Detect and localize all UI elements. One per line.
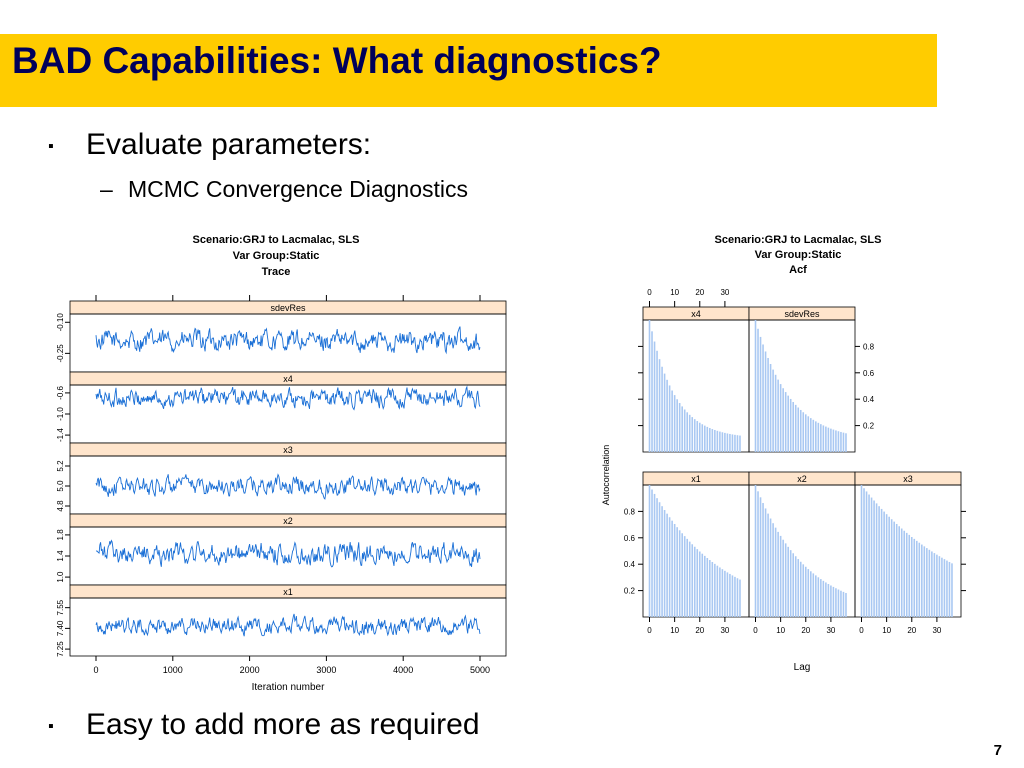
bullet-square-icon: ▪ (48, 718, 54, 735)
title-bar (0, 34, 937, 107)
strip-label-sdevRes: sdevRes (270, 303, 306, 313)
y-tick-label: 0.8 (624, 507, 636, 516)
chart-title-line: Scenario:GRJ to Lacmalac, SLS (715, 234, 882, 246)
trace-line-x2 (95, 539, 481, 568)
x-tick-label-top: 10 (670, 288, 679, 297)
strip-label-x1: x1 (283, 587, 293, 597)
x-axis-label: Iteration number (252, 682, 325, 693)
x-tick-label: 20 (907, 626, 916, 635)
y-tick-label-right: 0.4 (863, 395, 875, 404)
x-tick-label: 20 (695, 626, 704, 635)
strip-label-x1: x1 (691, 474, 701, 484)
slide-title: BAD Capabilities: What diagnostics? (12, 40, 662, 81)
chart-title-line: Var Group:Static (233, 250, 320, 262)
x-tick-label: 0 (93, 665, 98, 675)
x-tick-label: 0 (647, 626, 652, 635)
x-tick-label: 10 (776, 626, 785, 635)
x-tick-label-top: 0 (647, 288, 652, 297)
y-tick-label-right: 0.2 (863, 422, 875, 431)
chart-title-line: Acf (789, 264, 807, 276)
trace-line-x3 (95, 473, 481, 500)
y-tick-label: 0.6 (624, 534, 636, 543)
y-tick-label: 5.2 (56, 460, 65, 472)
y-tick-label-right: 0.6 (863, 369, 875, 378)
y-tick-label: -1.4 (56, 428, 65, 442)
y-tick-label: 1.8 (56, 529, 65, 541)
chart-title-line: Scenario:GRJ to Lacmalac, SLS (193, 234, 360, 246)
x-tick-label: 0 (753, 626, 758, 635)
x-tick-label: 30 (932, 626, 941, 635)
page-number: 7 (993, 742, 1002, 759)
strip-label-x2: x2 (797, 474, 807, 484)
y-tick-label: 1.4 (56, 550, 65, 562)
x-tick-label-top: 30 (720, 288, 729, 297)
bullet-square-icon: ▪ (48, 138, 54, 155)
strip-label-sdevRes: sdevRes (784, 309, 820, 319)
panel-frame-x1 (69, 597, 507, 657)
panel-frame-x3 (854, 484, 962, 618)
acf-plot: Scenario:GRJ to Lacmalac, SLS Var Group:S… (601, 234, 966, 673)
strip-label-x4: x4 (691, 309, 701, 319)
chart-title-line: Var Group:Static (755, 249, 842, 261)
y-tick-label: 5.0 (56, 480, 65, 492)
y-tick-label: 7.25 (56, 641, 65, 657)
x-tick-label: 0 (859, 626, 864, 635)
x-tick-label: 1000 (163, 665, 183, 675)
bullet-text: Evaluate parameters: (86, 128, 372, 161)
y-tick-label: -0.10 (56, 313, 65, 332)
y-tick-label: 0.2 (624, 587, 636, 596)
x-tick-label: 30 (720, 626, 729, 635)
strip-label-x3: x3 (283, 445, 293, 455)
y-tick-label: -0.6 (56, 385, 65, 399)
x-axis-label: Lag (794, 662, 811, 673)
chart-title-line: Trace (262, 266, 291, 278)
strip-label-x4: x4 (283, 374, 293, 384)
y-tick-label: -0.25 (56, 344, 65, 363)
y-tick-label: 1.0 (56, 571, 65, 583)
y-tick-label: 7.55 (56, 599, 65, 615)
trace-line-x4 (95, 385, 481, 411)
y-tick-label: 7.40 (56, 620, 65, 636)
panel-frame-x2 (69, 526, 507, 586)
y-tick-label: -1.0 (56, 407, 65, 421)
x-tick-label: 10 (670, 626, 679, 635)
strip-label-x2: x2 (283, 516, 293, 526)
x-tick-label: 3000 (316, 665, 336, 675)
y-tick-label: 0.4 (624, 560, 636, 569)
bullet-dash-icon: – (100, 176, 113, 202)
trace-line-sdevRes (95, 326, 481, 355)
x-tick-label: 30 (826, 626, 835, 635)
x-tick-label: 5000 (470, 665, 490, 675)
strip-label-x3: x3 (903, 474, 913, 484)
x-tick-label-top: 20 (695, 288, 704, 297)
y-axis-label: Autocorrelation (601, 445, 611, 506)
bullet-text: Easy to add more as required (86, 708, 480, 741)
y-tick-label: 4.8 (56, 500, 65, 512)
y-tick-label-right: 0.8 (863, 342, 875, 351)
trace-line-x1 (95, 613, 481, 637)
x-tick-label: 10 (882, 626, 891, 635)
panel-frame-sdevRes (748, 319, 856, 453)
trace-plot: Scenario:GRJ to Lacmalac, SLS Var Group:S… (56, 234, 507, 693)
x-tick-label: 2000 (240, 665, 260, 675)
x-tick-label: 4000 (393, 665, 413, 675)
bullet-text: MCMC Convergence Diagnostics (128, 176, 469, 202)
panel-frame-sdevRes (69, 313, 507, 373)
x-tick-label: 20 (801, 626, 810, 635)
